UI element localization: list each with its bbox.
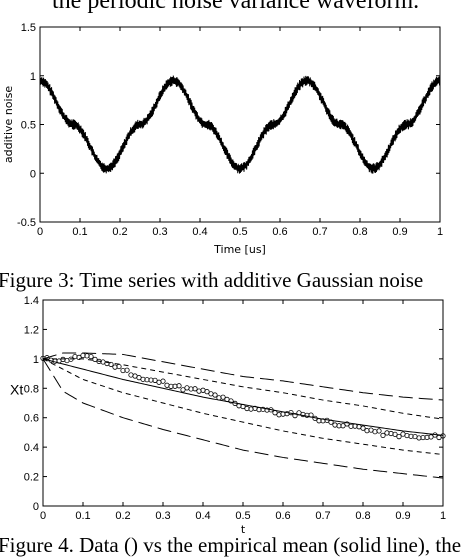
fig4-xtick-label: 0.5 bbox=[235, 510, 250, 522]
fig4-data-point bbox=[440, 433, 446, 439]
intro-text: the periodic noise variance waveform. bbox=[52, 0, 420, 14]
fig4-data-point bbox=[108, 361, 114, 368]
fig4-xtick-label: 0 bbox=[40, 510, 46, 522]
figure3-axes: 0 0.1 0.2 0.3 0.4 0.5 0.6 0.7 0.8 0.9 1-0.500.511.… bbox=[2, 22, 443, 256]
fig4-ylabel: Xt bbox=[10, 381, 23, 397]
fig4-xtick-label: 0.1 bbox=[75, 510, 90, 522]
fig3-ytick-label: -0.5 bbox=[17, 217, 36, 229]
fig3-xtick-label: 0.5 bbox=[232, 226, 247, 238]
fig3-xlabel: Time [us] bbox=[213, 243, 266, 256]
fig4-ytick-label: 0.4 bbox=[24, 442, 39, 454]
fig4-xtick-label: 0.6 bbox=[275, 510, 290, 522]
fig4-xtick-label: 0.2 bbox=[115, 510, 130, 522]
fig4-plot-frame bbox=[42, 299, 444, 507]
fig4-data-point bbox=[88, 353, 94, 360]
fig3-ytick-label: 0.5 bbox=[21, 120, 36, 132]
fig3-xtick-label: 1 bbox=[437, 226, 443, 238]
fig3-xtick-label: 0.4 bbox=[192, 226, 207, 238]
fig4-data-point bbox=[160, 378, 166, 384]
fig3-xtick-label: 0.3 bbox=[152, 226, 167, 238]
fig4-ytick-label: 1 bbox=[33, 354, 39, 366]
fig3-xtick-label: 0.8 bbox=[352, 226, 367, 238]
fig4-ytick-label: 0.8 bbox=[24, 383, 39, 395]
fig4-data-point bbox=[428, 434, 434, 440]
fig4-series-dashed-long bbox=[42, 358, 444, 479]
fig4-data-point bbox=[76, 354, 82, 360]
fig4-data-point bbox=[380, 432, 386, 438]
fig3-ylabel: additive noise bbox=[2, 86, 15, 163]
fig4-data-point bbox=[192, 386, 198, 392]
fig4-xtick-label: 0.8 bbox=[355, 510, 370, 522]
fig4-ytick-label: 1.2 bbox=[24, 324, 39, 336]
fig4-ytick-label: 0.6 bbox=[24, 413, 39, 425]
fig4-data-point bbox=[228, 398, 234, 404]
figure4-axes: 0 0.1 0.2 0.3 0.4 0.5 0.6 0.7 0.8 0.9 1 0 0.2 0.4 0.6 0… bbox=[10, 295, 446, 536]
fig3-ytick-label: 1 bbox=[30, 71, 36, 83]
fig4-series-dashed-long bbox=[42, 352, 444, 401]
fig4-data-point bbox=[212, 392, 218, 398]
fig3-ytick-label: 1.5 bbox=[21, 22, 36, 34]
fig4-xtick-label: 0.4 bbox=[195, 510, 210, 522]
fig3-xtick-label: 0.9 bbox=[392, 226, 407, 238]
fig4-data-point bbox=[396, 433, 402, 440]
fig4-data-point bbox=[204, 389, 210, 395]
fig4-ytick-label: 0 bbox=[33, 501, 39, 513]
fig4-data-point bbox=[176, 383, 182, 389]
fig3-xtick-label: 0.2 bbox=[112, 226, 127, 238]
fig4-xtick-label: 1 bbox=[440, 510, 446, 522]
figure4-caption: Figure 4. Data () vs the empirical mean … bbox=[0, 533, 462, 557]
fig4-data-point bbox=[124, 367, 130, 373]
fig4-data-point bbox=[392, 431, 398, 437]
fig3-xtick-label: 0.6 bbox=[272, 226, 287, 238]
fig4-data-point bbox=[152, 377, 158, 383]
fig4-xtick-label: 0.9 bbox=[395, 510, 410, 522]
fig4-series-dashed-short bbox=[43, 358, 444, 420]
fig4-data-point bbox=[220, 394, 226, 400]
fig4-ytick-label: 0.2 bbox=[24, 472, 39, 484]
fig4-xlabel: t bbox=[241, 523, 246, 536]
fig4-xtick-label: 0.7 bbox=[315, 510, 330, 522]
figure4-series bbox=[40, 352, 446, 479]
figure3-caption: Figure 3: Time series with additive Gaus… bbox=[0, 268, 424, 292]
fig3-xtick-label: 0 bbox=[37, 226, 43, 238]
fig4-data-point bbox=[360, 425, 366, 431]
fig3-xtick-label: 0.7 bbox=[312, 226, 327, 238]
fig4-data-point bbox=[292, 412, 298, 419]
fig3-ytick-label: 0 bbox=[30, 168, 36, 180]
figure3-series bbox=[39, 75, 441, 174]
fig4-data-point bbox=[180, 387, 186, 393]
fig3-xtick-label: 0.1 bbox=[72, 226, 87, 238]
fig4-series-solid bbox=[42, 358, 444, 436]
fig4-data-point bbox=[376, 428, 382, 434]
fig4-xtick-label: 0.3 bbox=[155, 510, 170, 522]
fig4-data-point bbox=[344, 421, 350, 427]
fig4-ytick-label: 1.4 bbox=[24, 295, 39, 307]
fig4-data-point bbox=[92, 356, 98, 362]
fig4-series-dashed-short bbox=[42, 358, 444, 455]
fig3-series-line bbox=[39, 75, 441, 174]
